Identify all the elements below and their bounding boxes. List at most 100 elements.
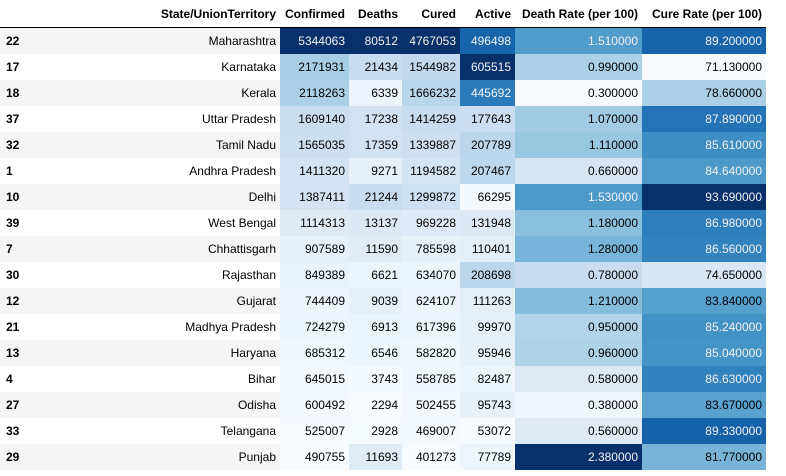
active-cell: 99970 [460,314,515,340]
cured-cell: 1414259 [402,106,460,132]
cured-cell: 1194582 [402,158,460,184]
cured-cell: 969228 [402,210,460,236]
table-row: 30 Rajasthan 849389 6621 634070 208698 0.78000… [0,262,766,288]
deaths-cell: 2294 [349,392,402,418]
deaths-cell: 11693 [349,444,402,470]
confirmed-cell: 525007 [280,418,349,444]
table-row: 33 Telangana 525007 2928 469007 53072 0.560000… [0,418,766,444]
table-row: 18 Kerala 2118263 6339 1666232 445692 0.300000… [0,80,766,106]
table-row: 1 Andhra Pradesh 1411320 9271 1194582 207467 0… [0,158,766,184]
cure-rate-cell: 86.980000 [642,210,766,236]
cured-cell: 1339887 [402,132,460,158]
death-rate-cell: 0.380000 [515,392,642,418]
state-name-cell: Punjab [58,444,280,470]
table-body: 22 Maharashtra 5344063 80512 4767053 496498 1.… [0,27,766,470]
confirmed-cell: 645015 [280,366,349,392]
state-name-cell: Maharashtra [58,27,280,54]
row-index: 22 [0,27,58,54]
table-row: 27 Odisha 600492 2294 502455 95743 0.380000 83.… [0,392,766,418]
death-rate-cell: 0.580000 [515,366,642,392]
confirmed-cell: 849389 [280,262,349,288]
cure-rate-cell: 86.630000 [642,366,766,392]
active-cell: 445692 [460,80,515,106]
column-header-cured: Cured [402,0,460,28]
row-index: 32 [0,132,58,158]
cure-rate-cell: 83.670000 [642,392,766,418]
cure-rate-cell: 85.040000 [642,340,766,366]
table-row: 13 Haryana 685312 6546 582820 95946 0.960000 85… [0,340,766,366]
deaths-cell: 6621 [349,262,402,288]
cured-cell: 582820 [402,340,460,366]
cure-rate-cell: 74.650000 [642,262,766,288]
cured-cell: 401273 [402,444,460,470]
cured-cell: 469007 [402,418,460,444]
deaths-cell: 21244 [349,184,402,210]
cured-cell: 634070 [402,262,460,288]
death-rate-cell: 1.530000 [515,184,642,210]
table-row: 17 Karnataka 2171931 21434 1544982 605515 0.99… [0,54,766,80]
death-rate-cell: 0.950000 [515,314,642,340]
row-index: 29 [0,444,58,470]
deaths-cell: 9271 [349,158,402,184]
row-index: 1 [0,158,58,184]
state-name-cell: Karnataka [58,54,280,80]
deaths-cell: 6913 [349,314,402,340]
deaths-cell: 2928 [349,418,402,444]
cured-cell: 1299872 [402,184,460,210]
cure-rate-cell: 89.330000 [642,418,766,444]
table-row: 22 Maharashtra 5344063 80512 4767053 496498 1.… [0,27,766,54]
confirmed-cell: 5344063 [280,27,349,54]
row-index: 12 [0,288,58,314]
row-index: 27 [0,392,58,418]
deaths-cell: 17359 [349,132,402,158]
confirmed-cell: 2171931 [280,54,349,80]
active-cell: 111263 [460,288,515,314]
active-cell: 207789 [460,132,515,158]
death-rate-cell: 0.780000 [515,262,642,288]
table-row: 37 Uttar Pradesh 1609140 17238 1414259 177643… [0,106,766,132]
death-rate-cell: 1.180000 [515,210,642,236]
confirmed-cell: 724279 [280,314,349,340]
death-rate-cell: 0.960000 [515,340,642,366]
death-rate-cell: 1.070000 [515,106,642,132]
cure-rate-cell: 85.240000 [642,314,766,340]
cure-rate-cell: 78.660000 [642,80,766,106]
confirmed-cell: 1565035 [280,132,349,158]
active-cell: 66295 [460,184,515,210]
active-cell: 77789 [460,444,515,470]
active-cell: 95946 [460,340,515,366]
confirmed-cell: 744409 [280,288,349,314]
active-cell: 131948 [460,210,515,236]
deaths-cell: 11590 [349,236,402,262]
cured-cell: 1666232 [402,80,460,106]
table-row: 7 Chhattisgarh 907589 11590 785598 110401 1.28… [0,236,766,262]
table-header: State/UnionTerritory Confirmed Deaths Cu… [0,0,766,28]
cure-rate-cell: 86.560000 [642,236,766,262]
cure-rate-cell: 93.690000 [642,184,766,210]
row-index: 10 [0,184,58,210]
active-cell: 95743 [460,392,515,418]
cured-cell: 617396 [402,314,460,340]
death-rate-cell: 1.280000 [515,236,642,262]
row-index: 13 [0,340,58,366]
cured-cell: 1544982 [402,54,460,80]
cured-cell: 558785 [402,366,460,392]
column-header-confirmed: Confirmed [280,0,349,28]
state-name-cell: Gujarat [58,288,280,314]
cure-rate-cell: 84.640000 [642,158,766,184]
deaths-cell: 6546 [349,340,402,366]
death-rate-cell: 0.990000 [515,54,642,80]
state-name-cell: Andhra Pradesh [58,158,280,184]
confirmed-cell: 685312 [280,340,349,366]
state-name-cell: Chhattisgarh [58,236,280,262]
column-header-deaths: Deaths [349,0,402,28]
cured-cell: 4767053 [402,27,460,54]
column-header-active: Active [460,0,515,28]
active-cell: 496498 [460,27,515,54]
table-row: 39 West Bengal 1114313 13137 969228 131948 1.1… [0,210,766,236]
state-name-cell: Tamil Nadu [58,132,280,158]
cured-cell: 785598 [402,236,460,262]
death-rate-cell: 1.210000 [515,288,642,314]
covid-state-table: State/UnionTerritory Confirmed Deaths Cu… [0,0,766,470]
table-row: 32 Tamil Nadu 1565035 17359 1339887 207789 1.1… [0,132,766,158]
